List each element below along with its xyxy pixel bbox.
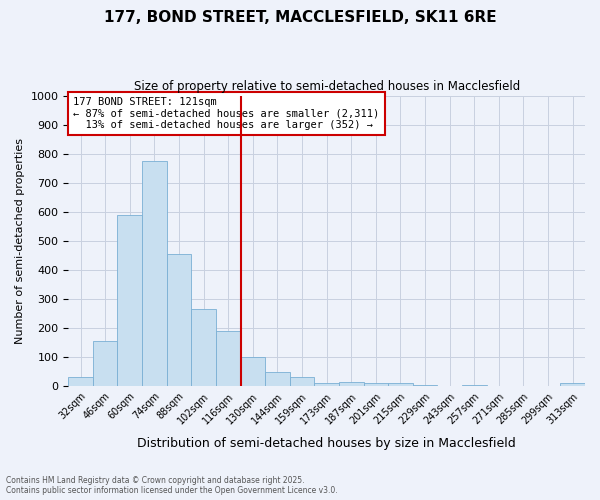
Bar	[93, 341, 118, 386]
Bar	[290, 378, 314, 386]
Bar	[118, 214, 142, 386]
Title: Size of property relative to semi-detached houses in Macclesfield: Size of property relative to semi-detach…	[134, 80, 520, 93]
Bar	[68, 378, 93, 386]
Bar	[339, 382, 364, 386]
Bar	[241, 357, 265, 386]
X-axis label: Distribution of semi-detached houses by size in Macclesfield: Distribution of semi-detached houses by …	[137, 437, 516, 450]
Bar	[413, 384, 437, 386]
Bar	[216, 331, 241, 386]
Bar	[167, 254, 191, 386]
Text: 177 BOND STREET: 121sqm
← 87% of semi-detached houses are smaller (2,311)
  13% : 177 BOND STREET: 121sqm ← 87% of semi-de…	[73, 97, 380, 130]
Bar	[560, 383, 585, 386]
Bar	[142, 161, 167, 386]
Text: Contains HM Land Registry data © Crown copyright and database right 2025.
Contai: Contains HM Land Registry data © Crown c…	[6, 476, 338, 495]
Bar	[462, 384, 487, 386]
Text: 177, BOND STREET, MACCLESFIELD, SK11 6RE: 177, BOND STREET, MACCLESFIELD, SK11 6RE	[104, 10, 496, 25]
Bar	[364, 383, 388, 386]
Bar	[314, 383, 339, 386]
Y-axis label: Number of semi-detached properties: Number of semi-detached properties	[15, 138, 25, 344]
Bar	[265, 372, 290, 386]
Bar	[388, 383, 413, 386]
Bar	[191, 309, 216, 386]
